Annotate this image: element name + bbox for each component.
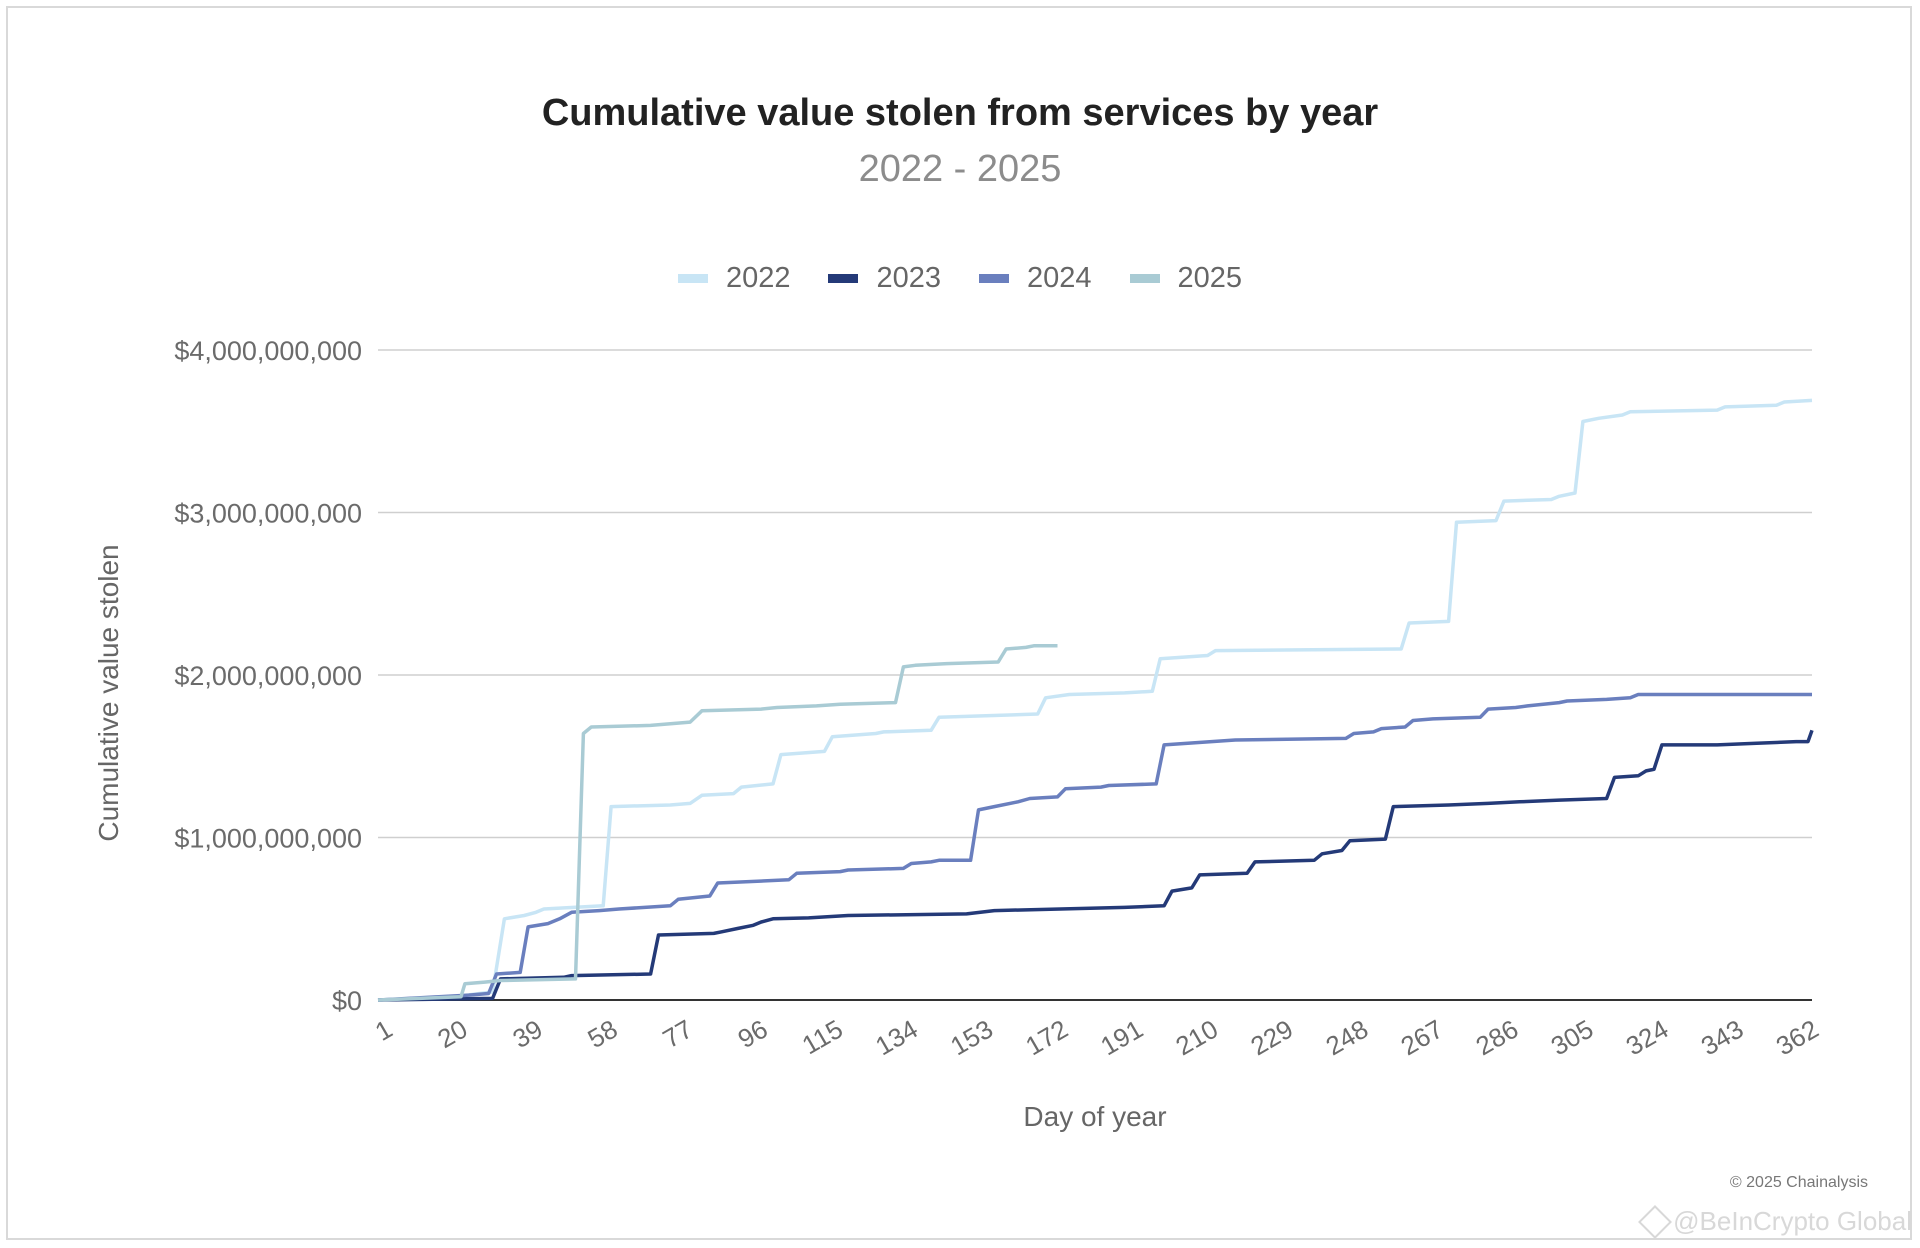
x-tick-label: 248 bbox=[1321, 1014, 1374, 1062]
y-tick-label: $3,000,000,000 bbox=[174, 499, 362, 529]
x-tick-label: 305 bbox=[1546, 1014, 1599, 1062]
x-tick-label: 267 bbox=[1396, 1014, 1449, 1062]
legend-label-2023: 2023 bbox=[876, 262, 941, 294]
legend-swatch-2025 bbox=[1129, 274, 1160, 283]
series-line-2022[interactable] bbox=[377, 398, 1813, 1002]
chart-subtitle: 2022 - 2025 bbox=[858, 148, 1062, 190]
legend-label-2024: 2024 bbox=[1027, 262, 1092, 294]
legend-swatch-2022 bbox=[677, 274, 708, 283]
chart-frame bbox=[6, 6, 1912, 1240]
x-tick-label: 229 bbox=[1246, 1014, 1299, 1062]
chart-title: Cumulative value stolen from services by… bbox=[541, 92, 1379, 134]
legend-item-2024[interactable]: 2024 bbox=[979, 262, 1092, 295]
y-axis-tick-labels: $0 $1,000,000,000 $2,000,000,000 $3,000,000… bbox=[174, 336, 362, 1016]
x-tick-label: 286 bbox=[1471, 1014, 1524, 1062]
x-tick-label: 115 bbox=[797, 1014, 848, 1061]
y-tick-label: $4,000,000,000 bbox=[174, 336, 362, 366]
legend-item-2023[interactable]: 2023 bbox=[828, 262, 941, 295]
legend-item-2022[interactable]: 2022 bbox=[677, 262, 791, 295]
y-tick-label: $0 bbox=[332, 986, 362, 1016]
x-tick-label: 77 bbox=[658, 1014, 698, 1054]
x-tick-label: 324 bbox=[1621, 1014, 1674, 1062]
legend-swatch-2024 bbox=[979, 274, 1009, 283]
x-tick-label: 362 bbox=[1771, 1014, 1824, 1062]
x-tick-label: 20 bbox=[432, 1014, 472, 1054]
watermark: @BeInCrypto Global bbox=[1638, 1204, 1912, 1239]
legend-item-2025[interactable]: 2025 bbox=[1129, 262, 1243, 295]
x-tick-label: 153 bbox=[945, 1014, 998, 1062]
x-tick-label: 172 bbox=[1020, 1014, 1073, 1062]
grid-lines bbox=[378, 349, 1812, 1001]
x-axis-tick-labels: 1 20 39 58 77 96 115 134 153 172 191 210 229 248 267 28… bbox=[370, 1014, 1824, 1062]
series-line-2023[interactable] bbox=[377, 729, 1814, 1002]
x-tick-label: 210 bbox=[1170, 1014, 1223, 1062]
x-tick-label: 134 bbox=[870, 1014, 923, 1062]
legend-label-2025: 2025 bbox=[1177, 262, 1243, 294]
x-tick-label: 58 bbox=[583, 1014, 623, 1054]
series-line-2024[interactable] bbox=[377, 692, 1812, 1002]
series-line-2025[interactable] bbox=[377, 644, 1058, 1002]
x-tick-label: 191 bbox=[1095, 1014, 1148, 1062]
y-tick-label: $1,000,000,000 bbox=[174, 824, 362, 854]
watermark-text: @BeInCrypto Global bbox=[1673, 1206, 1912, 1236]
watermark-logo-icon bbox=[1638, 1204, 1673, 1239]
chart-legend: 2022 2023 2024 2025 bbox=[0, 262, 1920, 295]
x-axis-title: Day of year bbox=[1023, 1101, 1166, 1132]
series-lines bbox=[377, 398, 1814, 1002]
x-tick-label: 1 bbox=[370, 1014, 398, 1047]
copyright-text: © 2025 Chainalysis bbox=[1729, 1174, 1868, 1191]
legend-swatch-2023 bbox=[828, 274, 859, 283]
y-axis-title: Cumulative value stolen bbox=[93, 544, 124, 841]
x-tick-label: 39 bbox=[507, 1014, 547, 1054]
x-tick-label: 96 bbox=[733, 1014, 773, 1054]
x-tick-label: 343 bbox=[1696, 1014, 1749, 1062]
legend-label-2022: 2022 bbox=[725, 262, 791, 294]
y-tick-label: $2,000,000,000 bbox=[174, 661, 362, 691]
